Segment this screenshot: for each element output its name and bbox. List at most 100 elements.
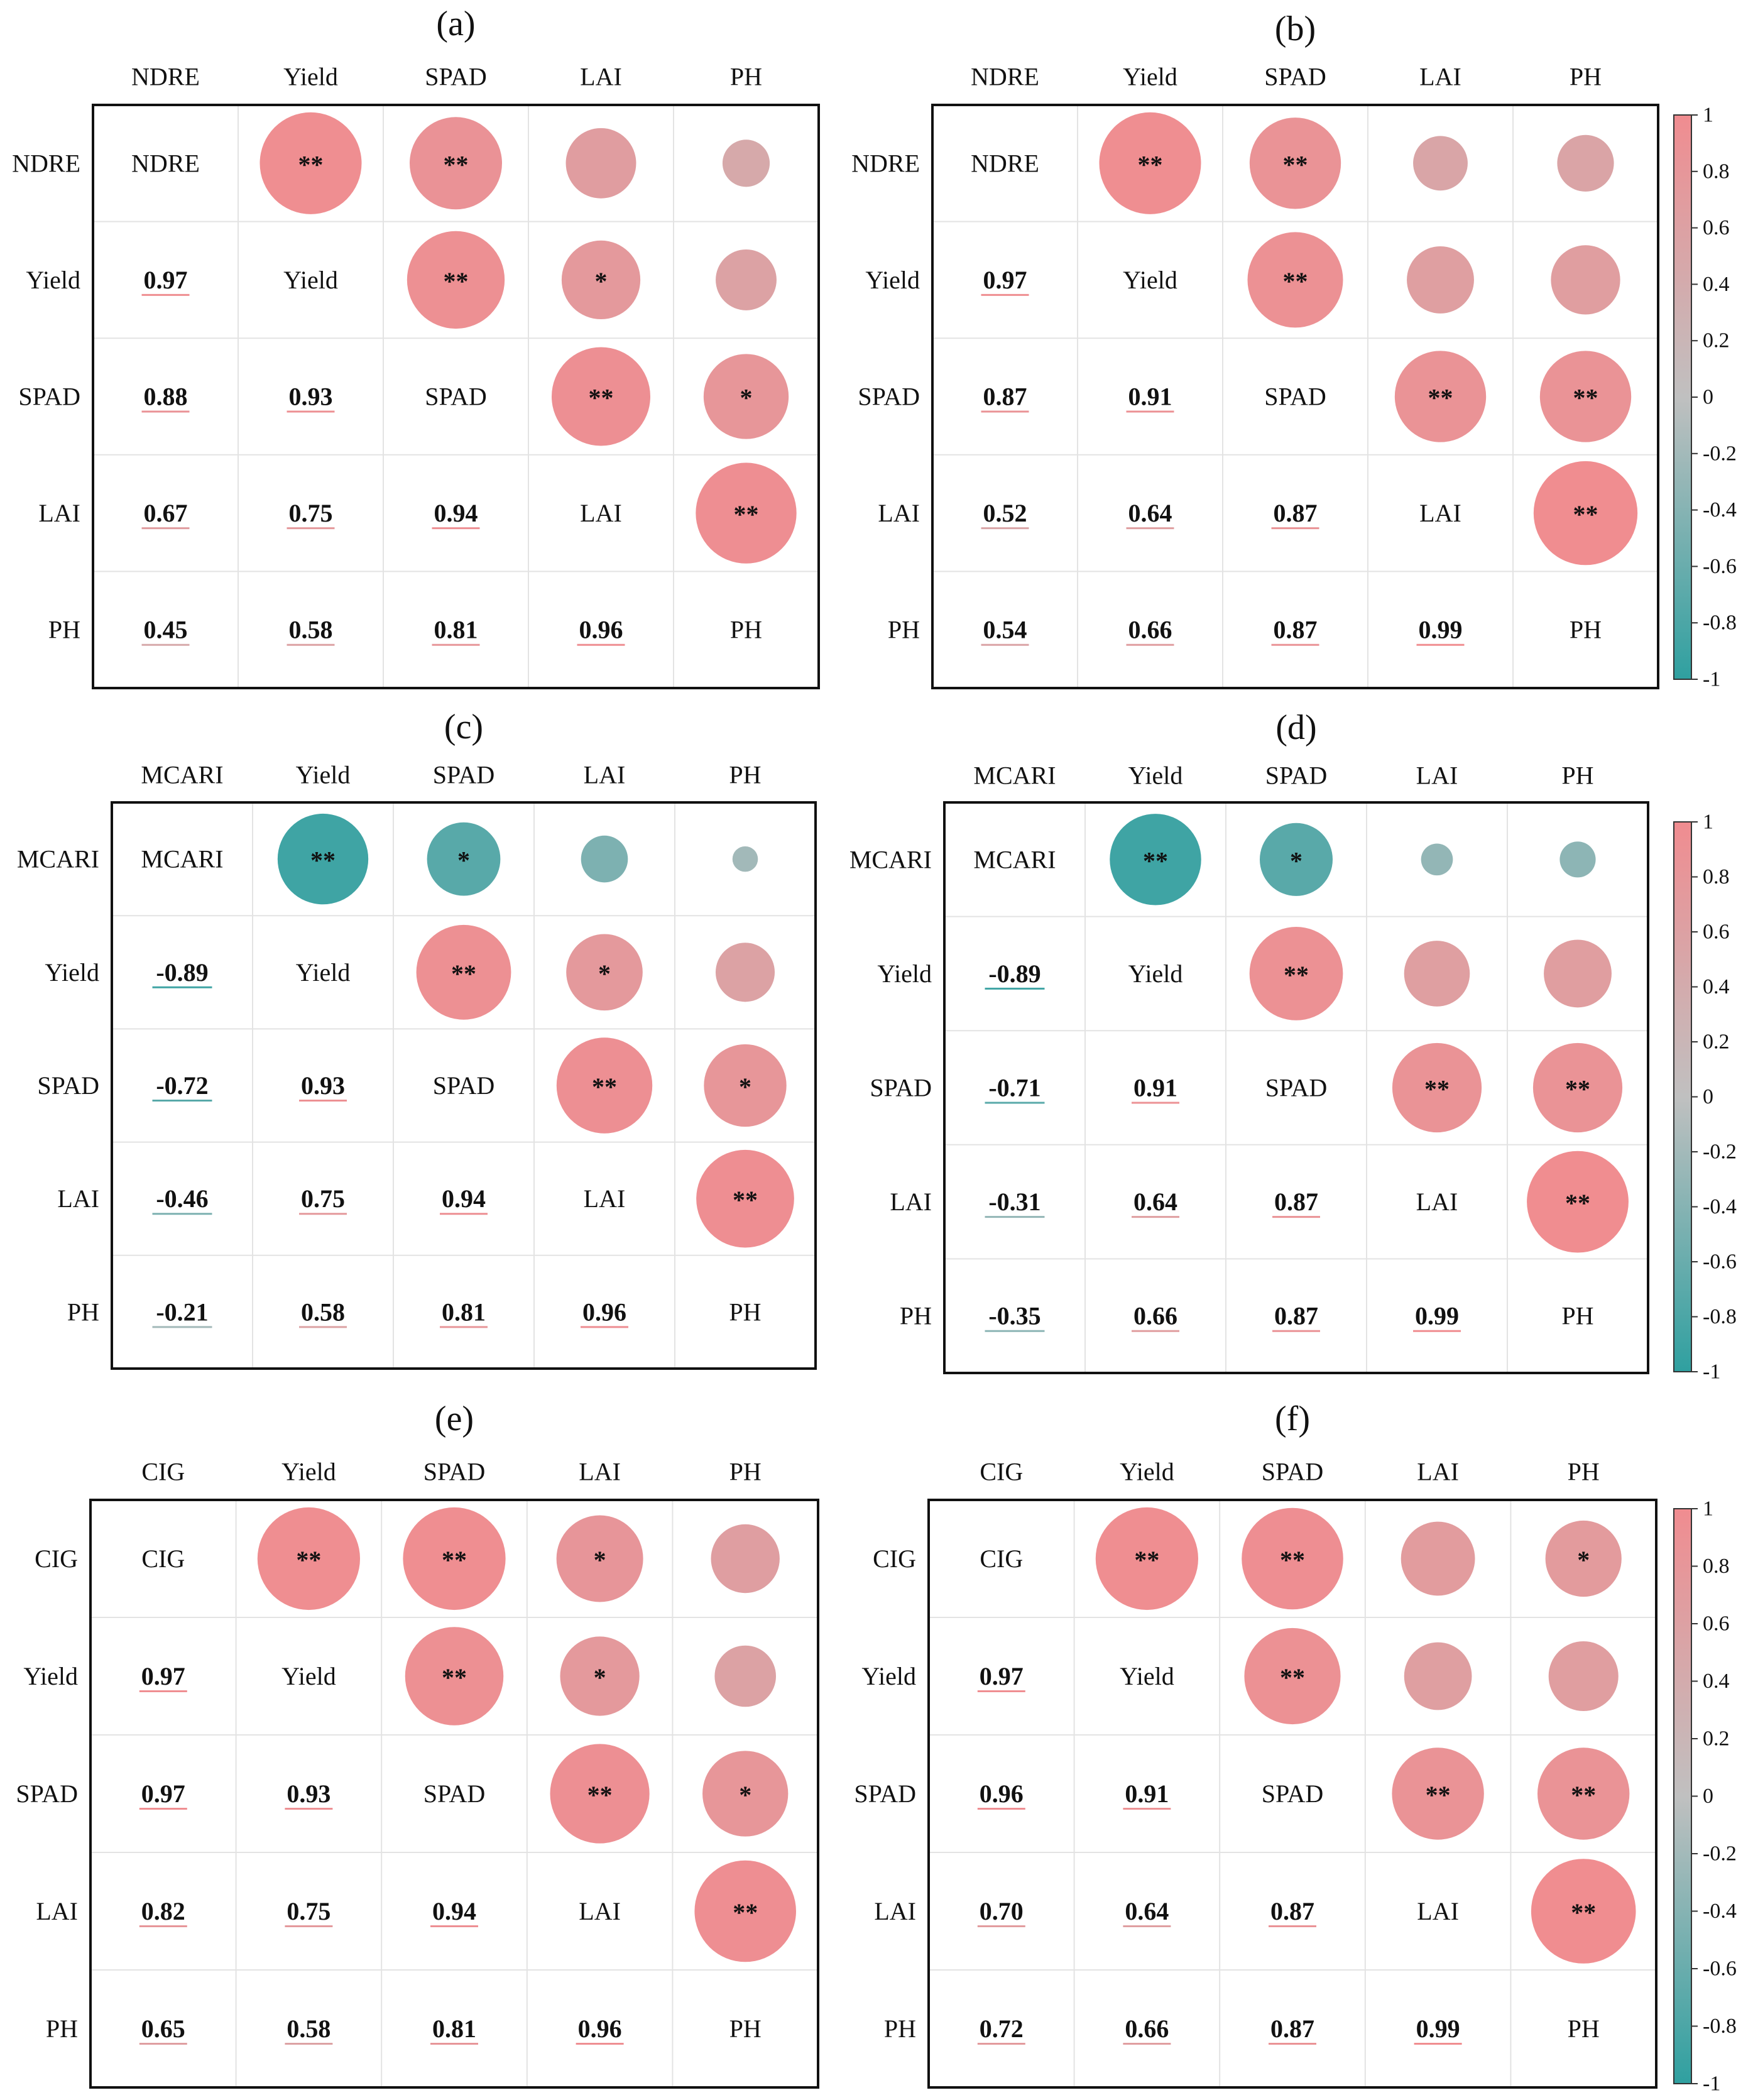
diagonal-label: MCARI	[973, 845, 1056, 873]
row-label: LAI	[890, 1188, 932, 1216]
correlation-value: -0.89	[988, 960, 1040, 988]
panel-frame	[927, 1499, 1657, 2089]
correlation-value: -0.71	[988, 1074, 1040, 1102]
correlation-circle	[1421, 843, 1453, 876]
significance-mark: *	[594, 1663, 606, 1692]
correlation-value: 0.97	[983, 266, 1027, 294]
panel-label: (d)	[1275, 708, 1316, 747]
correlation-circle	[716, 249, 777, 310]
correlation-panel: (a) NDRE NDRE Yield Yield SPAD SPAD LAI LAI PH PH N…	[12, 4, 820, 689]
row-label: SPAD	[854, 1780, 916, 1808]
row-label: PH	[884, 2015, 916, 2043]
correlation-value: -0.89	[156, 958, 208, 987]
column-label: LAI	[580, 63, 622, 91]
correlation-value: 0.64	[1128, 499, 1172, 527]
significance-mark: *	[739, 1781, 751, 1809]
column-label: CIG	[980, 1458, 1023, 1486]
significance-mark: *	[595, 267, 608, 295]
diagonal-label: SPAD	[1264, 383, 1326, 411]
correlation-circle	[1545, 1520, 1622, 1597]
correlation-circle	[1392, 1042, 1482, 1133]
colorbar-tick-label: -0.6	[1703, 1957, 1737, 1981]
diagonal-label: SPAD	[423, 1780, 486, 1808]
correlation-circle	[1527, 1151, 1629, 1253]
significance-mark: **	[589, 384, 614, 412]
significance-mark: **	[1573, 500, 1598, 528]
column-label: PH	[1561, 762, 1593, 790]
correlation-circle	[581, 835, 628, 883]
column-label: LAI	[1419, 63, 1461, 91]
correlation-circle	[1539, 351, 1632, 442]
colorbar-gradient	[1673, 821, 1692, 1372]
diagonal-label: LAI	[1416, 1188, 1458, 1216]
correlation-circle	[696, 462, 797, 564]
significance-mark: **	[1143, 846, 1168, 875]
correlation-value: 0.87	[1274, 1188, 1318, 1216]
correlation-value: 0.66	[1133, 1302, 1177, 1330]
colorbar-tick-label: -1	[1703, 668, 1720, 691]
correlation-value: 0.58	[289, 616, 333, 644]
correlation-circle	[277, 813, 369, 905]
colorbar-tick-label: 0.4	[1703, 975, 1730, 998]
correlation-circle	[1242, 1507, 1343, 1610]
significance-mark: **	[442, 1546, 467, 1574]
correlation-value: -0.72	[156, 1071, 208, 1100]
colorbar-tick-label: -0.4	[1703, 1900, 1737, 1923]
colorbar-tick-label: 0.2	[1703, 1031, 1730, 1054]
colorbar-gradient	[1673, 114, 1692, 680]
correlation-value: 0.97	[141, 1662, 185, 1690]
correlation-value: 0.67	[144, 499, 188, 527]
panel-frame	[92, 104, 820, 689]
diagonal-label: SPAD	[433, 1071, 495, 1100]
row-label: SPAD	[858, 383, 920, 411]
colorbar-tick-label: 1	[1703, 104, 1713, 127]
diagonal-label: PH	[1561, 1302, 1593, 1330]
correlation-value: 0.99	[1416, 2015, 1460, 2043]
column-label: MCARI	[973, 762, 1056, 790]
diagonal-label: SPAD	[425, 383, 487, 411]
correlation-value: 0.64	[1125, 1897, 1169, 1925]
column-label: NDRE	[131, 63, 200, 91]
significance-mark: **	[733, 1186, 758, 1214]
correlation-panel: (f) CIG CIG Yield Yield SPAD SPAD LAI LAI PH PH CIG…	[854, 1399, 1657, 2089]
diagonal-label: Yield	[283, 266, 338, 294]
diagonal-label: PH	[730, 616, 762, 644]
correlation-circle	[694, 1860, 796, 1962]
colorbar-tick-label: 0.8	[1703, 865, 1730, 889]
diagonal-label: Yield	[281, 1662, 336, 1690]
correlation-value: 0.58	[287, 2015, 330, 2043]
significance-mark: *	[1577, 1546, 1590, 1574]
significance-mark: **	[1138, 150, 1163, 178]
significance-mark: **	[310, 846, 336, 875]
correlation-circle	[1394, 351, 1487, 442]
diagonal-label: CIG	[141, 1545, 185, 1573]
correlation-value: 0.81	[442, 1298, 486, 1326]
column-label: LAI	[1417, 1458, 1459, 1486]
significance-mark: **	[444, 150, 469, 178]
correlation-circle	[715, 943, 775, 1002]
correlation-value: 0.52	[983, 499, 1027, 527]
correlation-value: 0.93	[289, 383, 333, 411]
diagonal-label: NDRE	[971, 149, 1039, 177]
column-label: PH	[730, 63, 762, 91]
correlation-value: 0.81	[434, 616, 478, 644]
correlation-value: 0.94	[432, 1897, 476, 1925]
correlation-value: 0.87	[1274, 499, 1318, 527]
significance-mark: *	[739, 1073, 751, 1101]
correlation-value: 0.81	[432, 2015, 476, 2043]
row-label: SPAD	[16, 1780, 78, 1808]
row-label: SPAD	[37, 1071, 99, 1100]
colorbar-tick-label: -0.8	[1703, 2015, 1737, 2038]
significance-mark: *	[457, 846, 470, 875]
correlation-circle	[556, 1037, 653, 1134]
correlation-circle	[1095, 1507, 1199, 1611]
correlation-value: 0.93	[287, 1780, 330, 1808]
correlation-circle	[1259, 823, 1333, 896]
correlation-value: 0.94	[442, 1184, 486, 1213]
row-label: PH	[48, 616, 80, 644]
correlation-value: 0.54	[983, 616, 1027, 644]
significance-mark: *	[594, 1546, 606, 1574]
row-label: MCARI	[17, 845, 99, 873]
colorbar-tick-label: 0	[1703, 386, 1713, 409]
